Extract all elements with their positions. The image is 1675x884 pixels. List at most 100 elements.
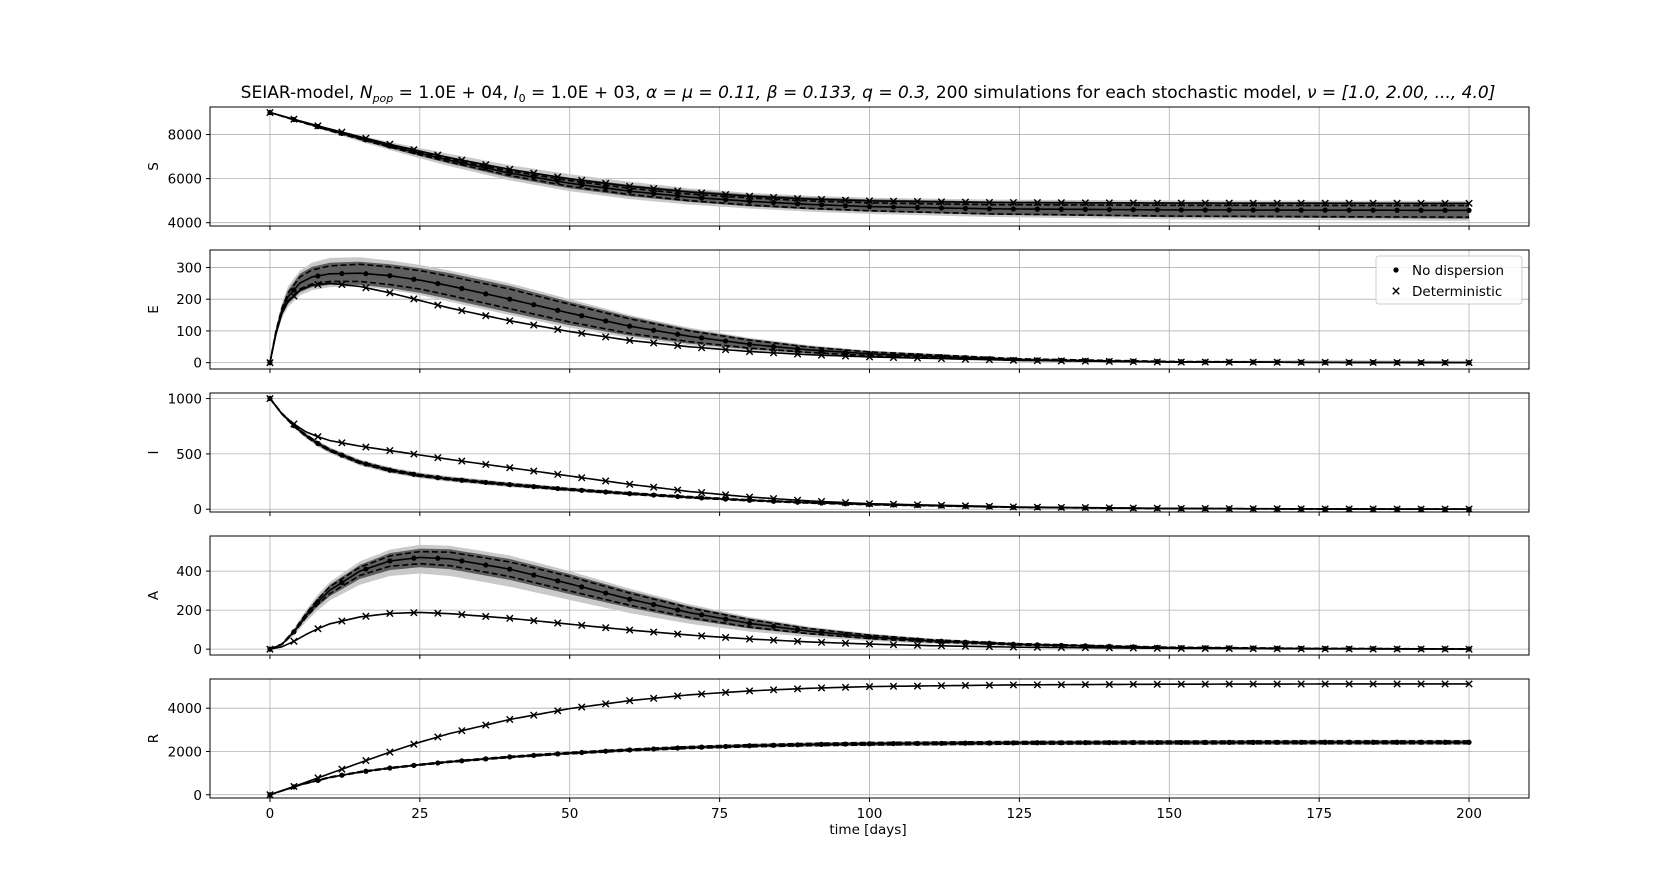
no-dispersion-marker <box>938 740 945 746</box>
deterministic-marker <box>1081 503 1090 512</box>
no-dispersion-marker <box>1202 739 1208 746</box>
deterministic-marker <box>1393 680 1401 688</box>
deterministic-marker <box>769 193 778 202</box>
y-tick-label: 0 <box>193 642 202 658</box>
y-axis-label: A <box>146 590 162 600</box>
deterministic-marker <box>1321 199 1329 207</box>
deterministic-marker <box>1465 680 1473 688</box>
deterministic-marker <box>458 610 466 619</box>
deterministic-marker <box>673 341 682 350</box>
deterministic-marker <box>1129 199 1137 207</box>
deterministic-marker <box>1009 643 1018 651</box>
no-dispersion-marker <box>1442 207 1448 213</box>
no-dispersion-marker <box>1250 207 1256 213</box>
deterministic-marker <box>1129 680 1137 689</box>
deterministic-marker <box>697 344 706 352</box>
no-dispersion-marker <box>531 302 537 308</box>
no-dispersion-marker <box>818 741 825 747</box>
deterministic-marker <box>1369 680 1377 688</box>
no-dispersion-marker <box>363 768 369 774</box>
no-dispersion-marker <box>723 616 729 622</box>
legend-label: No dispersion <box>1412 263 1504 279</box>
deterministic-marker <box>1369 645 1377 653</box>
deterministic-marker <box>1009 198 1018 207</box>
no-dispersion-marker <box>866 741 873 747</box>
deterministic-marker <box>673 630 682 638</box>
y-tick-label: 8000 <box>168 128 202 144</box>
no-dispersion-marker <box>914 204 921 211</box>
deterministic-marker <box>817 497 826 506</box>
deterministic-marker <box>1345 199 1353 207</box>
deterministic-marker <box>578 703 586 711</box>
no-dispersion-marker <box>363 566 369 572</box>
x-tick-label: 100 <box>857 806 883 822</box>
x-tick-label: 125 <box>1006 806 1032 822</box>
no-dispersion-marker <box>579 313 585 319</box>
deterministic-marker <box>1081 357 1090 365</box>
deterministic-marker <box>266 791 274 798</box>
no-dispersion-marker <box>531 752 537 759</box>
deterministic-marker <box>1201 358 1209 366</box>
deterministic-marker <box>1297 358 1305 366</box>
y-tick-label: 100 <box>176 324 202 340</box>
title-alpha: α = μ = 0.11, <box>646 83 767 103</box>
deterministic-marker <box>721 345 730 354</box>
deterministic-marker <box>1417 680 1425 688</box>
deterministic-marker <box>1057 680 1066 689</box>
deterministic-marker <box>913 641 922 650</box>
panel-plot-area <box>266 108 1473 221</box>
no-dispersion-marker <box>627 323 633 329</box>
deterministic-marker <box>1081 680 1090 689</box>
legend-box <box>1375 255 1523 305</box>
deterministic-marker <box>1105 680 1114 689</box>
deterministic-marker <box>482 311 490 320</box>
no-dispersion-marker <box>483 291 489 297</box>
deterministic-marker <box>1225 680 1233 688</box>
no-dispersion-marker <box>579 487 585 493</box>
deterministic-marker <box>1177 358 1185 366</box>
deterministic-marker <box>314 774 322 782</box>
deterministic-marker <box>1153 680 1161 688</box>
y-tick-label: 200 <box>176 603 202 619</box>
deterministic-marker <box>314 122 322 130</box>
deterministic-marker <box>482 460 490 469</box>
no-dispersion-marker <box>651 492 657 498</box>
no-dispersion-marker <box>1106 739 1112 746</box>
no-dispersion-marker <box>1226 207 1232 213</box>
deterministic-marker <box>817 351 826 359</box>
no-dispersion-marker <box>746 620 753 626</box>
deterministic-marker <box>625 696 634 705</box>
deterministic-marker <box>865 682 874 691</box>
no-dispersion-marker <box>1394 739 1400 745</box>
no-dispersion-marker <box>675 607 681 613</box>
deterministic-marker <box>1321 645 1329 653</box>
inner-simulation-band <box>269 261 1470 363</box>
deterministic-marker <box>673 486 682 494</box>
deterministic-marker <box>1345 505 1353 512</box>
no-dispersion-marker <box>339 579 345 586</box>
y-tick-label: 500 <box>176 447 202 463</box>
no-dispersion-marker <box>794 201 801 207</box>
deterministic-marker <box>913 354 922 362</box>
deterministic-marker <box>1105 504 1114 512</box>
deterministic-marker <box>817 195 826 204</box>
deterministic-marker <box>458 727 466 735</box>
deterministic-marker <box>602 477 610 485</box>
deterministic-marker <box>410 450 418 458</box>
y-axis-label: E <box>146 305 162 314</box>
deterministic-marker <box>338 617 346 625</box>
deterministic-marker <box>1177 644 1185 653</box>
deterministic-marker <box>266 108 274 117</box>
no-dispersion-marker <box>555 485 561 492</box>
no-dispersion-marker <box>291 287 297 293</box>
no-dispersion-marker <box>866 634 873 640</box>
no-dispersion-marker <box>699 612 705 618</box>
deterministic-marker <box>1321 680 1329 688</box>
deterministic-marker <box>961 355 970 363</box>
deterministic-marker <box>889 641 898 649</box>
deterministic-marker <box>961 502 970 510</box>
no-dispersion-marker <box>459 558 465 564</box>
deterministic-marker <box>625 182 634 191</box>
no-dispersion-marker <box>1274 207 1280 213</box>
no-dispersion-marker <box>411 762 417 768</box>
